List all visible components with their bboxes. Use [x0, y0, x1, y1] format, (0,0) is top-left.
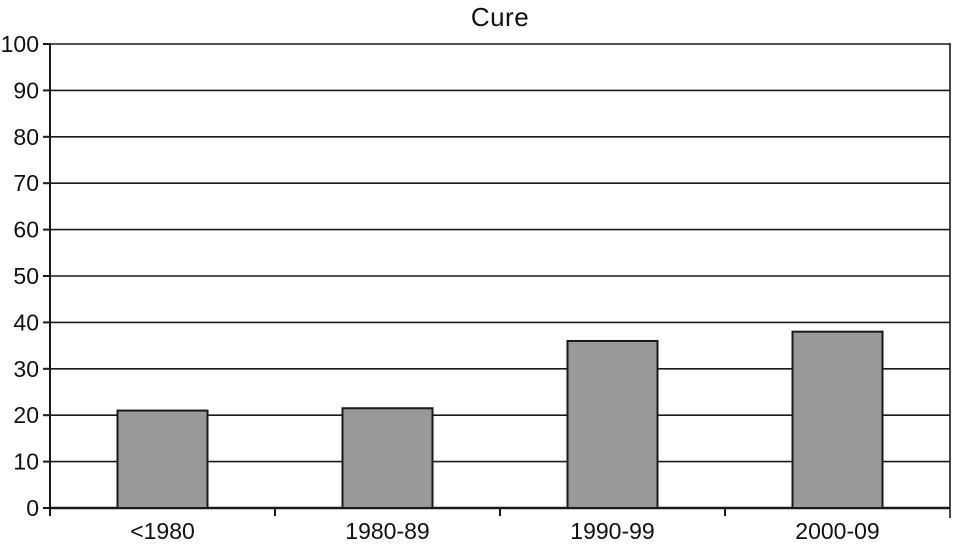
x-axis-tick-label: 2000-09 [795, 518, 879, 544]
y-axis-tick-label: 90 [13, 77, 39, 103]
y-axis-tick-label: 80 [13, 124, 39, 150]
bar [791, 330, 884, 509]
y-axis-tick-label: 10 [13, 449, 39, 475]
y-axis-tick-label: 20 [13, 402, 39, 428]
x-axis-tick-label: <1980 [130, 518, 195, 544]
x-axis-tick-label: 1990-99 [570, 518, 654, 544]
y-axis-tick-label: 30 [13, 356, 39, 382]
y-axis-tick-label: 50 [13, 263, 39, 289]
chart-title: Cure [470, 2, 530, 32]
y-axis-tick-label: 100 [1, 31, 39, 57]
y-axis-tick-label: 60 [13, 217, 39, 243]
bar [116, 409, 209, 509]
y-axis-tick-label: 70 [13, 170, 39, 196]
y-axis-tick-label: 0 [26, 495, 39, 521]
x-axis-tick-label: 1980-89 [345, 518, 429, 544]
y-axis-tick-label: 40 [13, 309, 39, 335]
bar [566, 339, 659, 509]
bar [341, 407, 434, 509]
